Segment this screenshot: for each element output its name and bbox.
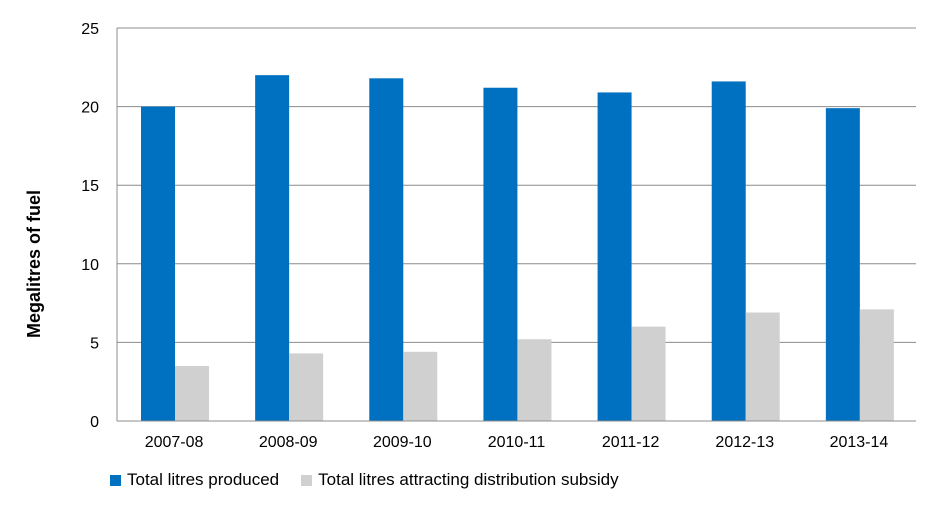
x-tick-label: 2013-14 xyxy=(830,434,889,451)
bar-produced xyxy=(255,75,290,421)
bar-produced xyxy=(369,78,404,421)
x-tick-label: 2009-10 xyxy=(373,434,432,451)
y-tick-label: 10 xyxy=(81,257,99,274)
bars xyxy=(141,75,894,422)
x-tick-label: 2008-09 xyxy=(259,434,318,451)
bar-subsidy xyxy=(631,326,666,421)
bar-subsidy xyxy=(517,339,552,421)
bar-produced xyxy=(711,81,746,421)
x-tick-label: 2012-13 xyxy=(715,434,774,451)
legend-label-subsidy: Total litres attracting distribution sub… xyxy=(318,470,619,489)
x-tick-labels: 2007-08 2008-09 2009-10 2010-11 2011-12 2012-… xyxy=(145,434,889,451)
bar-produced xyxy=(597,92,632,422)
bar-subsidy xyxy=(745,312,780,421)
bar-subsidy xyxy=(403,351,438,421)
bar-subsidy xyxy=(289,353,324,421)
bar-subsidy xyxy=(175,365,209,421)
x-tick-label: 2011-12 xyxy=(602,434,660,451)
x-tick-label: 2007-08 xyxy=(145,434,204,451)
axes xyxy=(116,28,916,422)
legend-swatch-produced xyxy=(110,474,121,486)
y-tick-label: 0 xyxy=(90,414,99,431)
legend-swatch-subsidy xyxy=(301,474,313,486)
y-tick-label: 5 xyxy=(90,335,99,352)
y-tick-label: 20 xyxy=(81,100,99,117)
y-axis-label: Megalitres of fuel xyxy=(24,190,44,338)
bar-produced xyxy=(483,87,518,422)
legend-label-produced: Total litres produced xyxy=(127,470,280,489)
y-tick-label: 15 xyxy=(81,178,99,195)
legend: Total litres produced Total litres attra… xyxy=(110,470,641,490)
bar-produced xyxy=(141,106,175,421)
y-tick-label: 25 xyxy=(81,21,99,38)
y-tick-labels: 0 5 10 15 20 25 xyxy=(81,21,99,431)
legend-item-subsidy: Total litres attracting distribution sub… xyxy=(301,470,619,490)
x-tick-label: 2010-11 xyxy=(488,434,546,451)
bar-produced xyxy=(825,108,860,421)
bar-subsidy xyxy=(859,309,894,421)
legend-item-produced: Total litres produced xyxy=(110,470,279,490)
